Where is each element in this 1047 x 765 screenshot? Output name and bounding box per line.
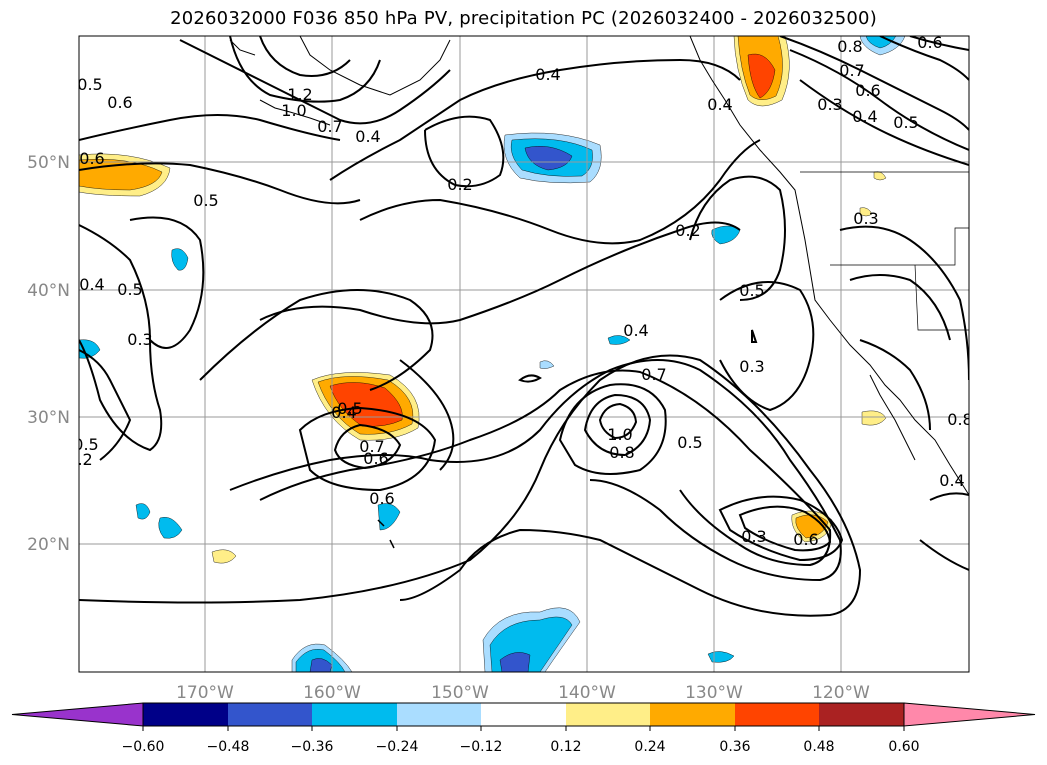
contour-label: 0.5: [337, 399, 362, 418]
contour-label: 0.5: [193, 191, 218, 210]
contour-label: 0.5: [117, 280, 142, 299]
contour-label: 0.3: [853, 209, 878, 228]
contour-label: 0.6: [917, 33, 942, 52]
pv-contours: [79, 36, 969, 617]
colorbar-tick-label: −0.24: [376, 739, 419, 755]
contour-label: 0.5: [77, 75, 102, 94]
contour-label: 0.4: [331, 403, 356, 422]
contour-label: 0.3: [127, 330, 152, 349]
contour-label: 0.8: [947, 410, 972, 429]
contour-label: 0.5: [677, 433, 702, 452]
contour-label: 0.8: [837, 37, 862, 56]
lon-label: 120°W: [812, 683, 870, 703]
lat-label: 40°N: [27, 281, 70, 301]
colorbar-segment: [228, 703, 312, 726]
contour-label: 0.6: [79, 149, 104, 168]
colorbar-extend-min: [11, 702, 144, 727]
contour-label: 0.6: [793, 530, 818, 549]
plot-title: 2026032000 F036 850 hPa PV, precipitatio…: [170, 8, 877, 29]
contour-label: 0.7: [359, 437, 384, 456]
colorbar-tick-label: −0.36: [291, 739, 334, 755]
longitude-labels: 170°W 160°W 150°W 140°W 130°W 120°W: [176, 683, 870, 703]
contour-label: 0.3: [741, 527, 766, 546]
contour-label: 1.0: [607, 425, 632, 444]
contour-label: 0.2: [447, 175, 472, 194]
colorbar-tick-label: −0.60: [122, 739, 165, 755]
colorbar-segment: [143, 703, 228, 726]
colorbar-segment: [312, 703, 397, 726]
contour-label: 0.5: [893, 113, 918, 132]
colorbar-tick-label: 0.36: [719, 739, 750, 755]
contour-label: 0.5: [739, 281, 764, 300]
contour-label: 0.6: [107, 93, 132, 112]
contour-label: 1.0: [281, 101, 306, 120]
contour-label: 0.7: [317, 117, 342, 136]
lon-label: 160°W: [303, 683, 361, 703]
colorbar-extend-max: [903, 702, 1036, 727]
contour-label: 0.4: [535, 65, 560, 84]
contour-label: 0.3: [817, 95, 842, 114]
contour-label: 0.2: [675, 221, 700, 240]
contour-label: 0.4: [79, 275, 104, 294]
lon-label: 130°W: [685, 683, 743, 703]
colorbar-segment: [481, 703, 566, 726]
precip-shading: [79, 36, 906, 672]
colorbar-segment: [650, 703, 735, 726]
colorbar-tick-label: −0.48: [207, 739, 250, 755]
colorbar-tick-label: 0.48: [803, 739, 834, 755]
colorbar-segment: [735, 703, 819, 726]
lon-label: 150°W: [431, 683, 489, 703]
contour-label: 0.2: [67, 450, 92, 469]
colorbar-segment: [819, 703, 904, 726]
lon-label: 140°W: [558, 683, 616, 703]
contour-label: 1.2: [287, 85, 312, 104]
colorbar-tick-label: 0.24: [634, 739, 665, 755]
contour-label: 0.3: [739, 357, 764, 376]
contour-label: 0.4: [355, 127, 380, 146]
colorbar-tick-label: 0.12: [550, 739, 581, 755]
lat-label: 30°N: [27, 408, 70, 428]
contour-label: 0.4: [939, 471, 964, 490]
contour-label: 0.7: [641, 365, 666, 384]
contour-label: 0.4: [707, 95, 732, 114]
contour-label: 0.6: [363, 449, 388, 468]
contour-label: 0.6: [369, 489, 394, 508]
lat-label: 50°N: [27, 153, 70, 173]
colorbar-segment: [566, 703, 650, 726]
contour-label: 0.5: [73, 435, 98, 454]
contour-label: 0.4: [623, 321, 648, 340]
contour-label: 0.4: [852, 107, 877, 126]
coastlines: [229, 36, 969, 549]
lat-label: 20°N: [27, 535, 70, 555]
latitude-labels: 50°N 40°N 30°N 20°N: [27, 153, 70, 555]
colorbar-tick-label: −0.12: [460, 739, 503, 755]
colorbar: −0.60 −0.48 −0.36 −0.24 −0.12 0.12 0.24 0.36 0.4…: [11, 702, 1036, 755]
map-frame: [78, 35, 970, 673]
graticule: [79, 36, 969, 672]
contour-label: 0.8: [609, 443, 634, 462]
contour-label: 0.6: [855, 81, 880, 100]
contour-label: 0.7: [839, 61, 864, 80]
lon-label: 170°W: [176, 683, 234, 703]
contour-labels: 0.41.21.00.70.80.50.60.40.60.60.50.70.60…: [67, 33, 972, 549]
colorbar-segment: [397, 703, 481, 726]
colorbar-tick-label: 0.60: [888, 739, 919, 755]
